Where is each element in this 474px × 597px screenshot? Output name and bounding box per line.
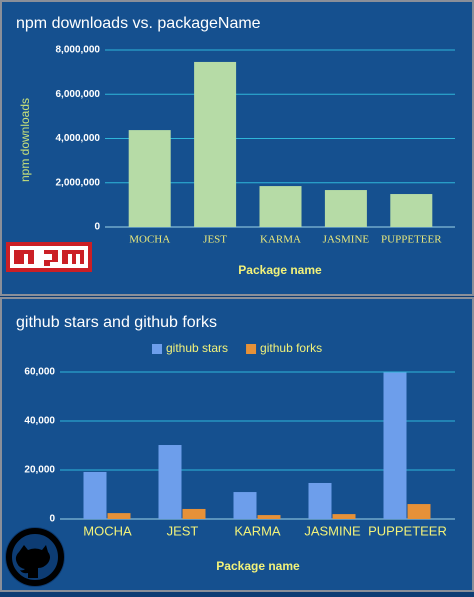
x-tick-label: PUPPETEER [368, 523, 447, 538]
x-tick-label: JEST [167, 523, 199, 538]
x-tick-label: KARMA [260, 234, 301, 246]
bar [257, 515, 281, 519]
x-tick-label: KARMA [234, 523, 281, 538]
x-tick-label: PUPPETEER [381, 234, 442, 246]
y-tick-label: 2,000,000 [56, 177, 101, 188]
x-tick-label: JASMINE [323, 234, 370, 246]
y-tick-label: 20,000 [24, 465, 55, 476]
legend-swatch [246, 344, 257, 354]
y-axis-title: npm downloads [18, 98, 32, 182]
npm-logo [6, 242, 92, 272]
y-tick-label: 40,000 [24, 416, 55, 427]
bar [182, 508, 206, 519]
x-tick-label: JASMINE [304, 523, 361, 538]
y-tick-label: 60,000 [24, 367, 55, 378]
bar [383, 372, 407, 519]
x-axis-title: Package name [216, 559, 300, 573]
y-tick-label: 4,000,000 [56, 133, 101, 144]
bar [390, 194, 433, 227]
bar [107, 513, 131, 519]
bar [332, 514, 356, 519]
bar [83, 471, 107, 519]
bar [158, 445, 182, 519]
bar [407, 504, 431, 519]
legend-label: github forks [260, 341, 322, 355]
x-axis-title: Package name [238, 263, 322, 277]
y-tick-label: 8,000,000 [56, 45, 101, 56]
y-tick-label: 6,000,000 [56, 89, 101, 100]
bar [259, 186, 302, 227]
bar [128, 130, 171, 227]
y-tick-label: 0 [49, 514, 55, 525]
x-tick-label: MOCHA [129, 234, 170, 246]
legend-label: github stars [166, 341, 228, 355]
github-logo [5, 527, 65, 587]
y-tick-label: 0 [94, 222, 100, 233]
bar [324, 190, 367, 227]
chart-title: github stars and github forks [16, 314, 217, 331]
bar [194, 61, 237, 228]
legend-swatch [152, 344, 162, 354]
bar [233, 492, 257, 519]
bar [308, 482, 332, 519]
x-tick-label: JEST [203, 234, 227, 246]
x-tick-label: MOCHA [83, 523, 132, 538]
chart-title: npm downloads vs. packageName [16, 15, 261, 32]
